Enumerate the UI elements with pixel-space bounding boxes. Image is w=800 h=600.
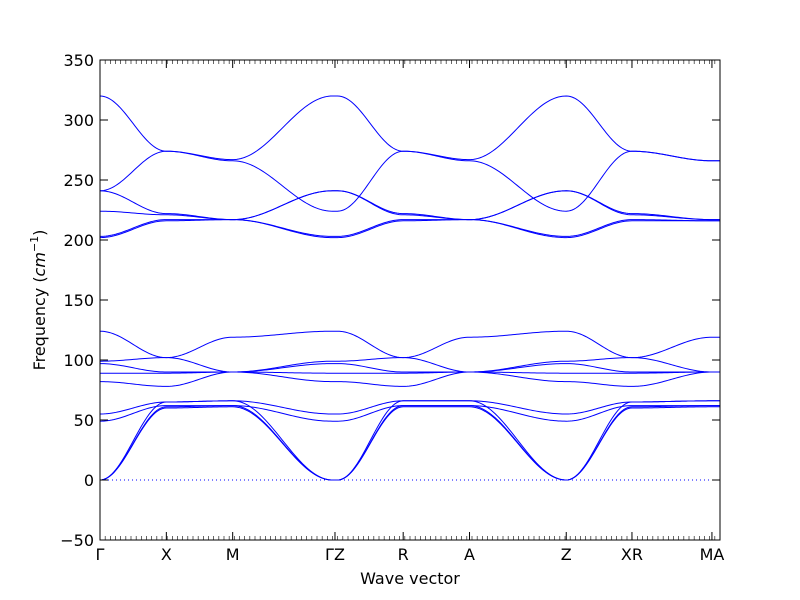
x-tick-label: Z [561, 545, 572, 564]
y-tick-label: 150 [63, 291, 94, 310]
x-tick-label: XR [621, 545, 643, 564]
x-tick-label: R [398, 545, 409, 564]
y-tick-label: −50 [60, 531, 94, 550]
band-line-13 [99, 190, 720, 221]
band-line-12 [99, 219, 720, 237]
band-line-1 [99, 406, 720, 481]
y-tick-label: 350 [63, 51, 94, 70]
band-line-6 [99, 371, 720, 387]
series-layer [99, 95, 720, 481]
x-axis-label: Wave vector [360, 569, 460, 588]
x-tick-label: MA [700, 545, 725, 564]
y-tick-label: 0 [84, 471, 94, 490]
band-line-5 [99, 400, 720, 415]
y-axis-label-unit-close: ) [30, 230, 49, 236]
x-tick-label: M [226, 545, 240, 564]
minor-tick-layer [99, 60, 721, 540]
band-line-16 [99, 95, 720, 162]
y-tick-label: 300 [63, 111, 94, 130]
band-line-7 [100, 371, 720, 374]
y-tick-layer: −50 0 50 100 150 200 250 300 350 [60, 51, 720, 550]
band-line-14 [99, 190, 720, 221]
x-tick-layer: Γ X M ΓZ R A Z XR MA [96, 60, 725, 564]
plot-frame [99, 59, 721, 541]
plot-background [100, 60, 720, 540]
x-tick-label: X [161, 545, 172, 564]
x-tick-label: A [464, 545, 475, 564]
x-tick-label: ΓZ [325, 545, 345, 564]
band-line-8 [99, 363, 720, 373]
y-axis-label-text: Frequency [30, 288, 49, 371]
y-tick-label: 200 [63, 231, 94, 250]
y-tick-label: 50 [74, 411, 94, 430]
band-line-9 [99, 357, 720, 373]
y-axis-label-unit-exp: −1 [28, 236, 41, 252]
x-tick-label: Γ [96, 545, 105, 564]
band-line-10 [99, 330, 720, 359]
y-tick-label: 250 [63, 171, 94, 190]
y-tick-label: 100 [63, 351, 94, 370]
y-axis-label: Frequency (cm−1) [28, 230, 49, 371]
band-line-4 [99, 405, 720, 422]
band-line-11 [99, 219, 720, 239]
y-axis-label-unit-open: ( [30, 276, 49, 287]
y-axis-label-unit-base: cm [30, 252, 49, 276]
